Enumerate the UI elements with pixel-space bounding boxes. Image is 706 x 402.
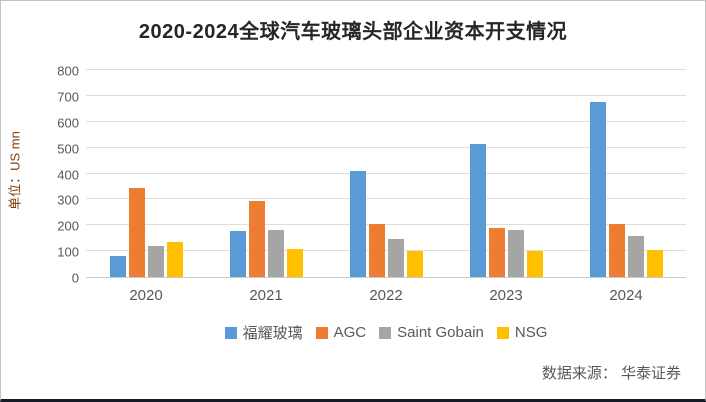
chart-title: 2020-2024全球汽车玻璃头部企业资本开支情况 xyxy=(138,21,568,43)
x-label-2020: 2020 xyxy=(129,287,163,304)
y-tick-400: 400 xyxy=(57,167,79,182)
bar-AGC-2024 xyxy=(608,223,625,277)
source-text: 数据来源： 华泰证券 xyxy=(541,365,681,382)
legend-marker-icon xyxy=(224,326,237,339)
y-tick-500: 500 xyxy=(57,141,79,157)
bar-AGC-2021 xyxy=(248,201,265,277)
bar-NSG-2021 xyxy=(286,248,303,277)
legend-marker-icon xyxy=(315,326,328,339)
bar-福耀玻璃-2021 xyxy=(229,230,246,277)
y-tick-800: 800 xyxy=(57,63,79,79)
legend-label: AGC xyxy=(333,324,367,341)
legend-item-AGC: AGC xyxy=(315,324,367,341)
bar-福耀玻璃-2024 xyxy=(589,101,606,277)
y-tick-600: 600 xyxy=(57,115,79,131)
bar-AGC-2023 xyxy=(488,227,505,277)
gridline-300 xyxy=(86,198,686,200)
y-axis-title: 单位：US mn xyxy=(7,131,23,210)
legend-marker-icon xyxy=(379,326,392,339)
legend-item-福耀玻璃: 福耀玻璃 xyxy=(224,322,303,343)
x-label-2021: 2021 xyxy=(249,287,283,304)
bar-福耀玻璃-2022 xyxy=(349,170,366,277)
y-tick-0: 0 xyxy=(71,270,79,286)
bar-group-2022 xyxy=(326,71,446,277)
bar-Saint Gobain-2022 xyxy=(387,238,404,277)
gridline-500 xyxy=(86,146,686,148)
gridline-600 xyxy=(86,120,686,122)
bar-group-2020 xyxy=(86,71,206,277)
gridline-200 xyxy=(86,224,686,226)
gridline-400 xyxy=(86,172,686,174)
y-tick-200: 200 xyxy=(57,218,79,234)
legend-label: 福耀玻璃 xyxy=(242,325,303,342)
x-label-2022: 2022 xyxy=(369,287,403,304)
bar-AGC-2022 xyxy=(368,223,385,277)
bar-group-2023 xyxy=(446,71,566,277)
gridline-800 xyxy=(86,69,686,70)
bar-Saint Gobain-2021 xyxy=(267,230,284,277)
bar-福耀玻璃-2020 xyxy=(109,256,126,277)
bar-Saint Gobain-2024 xyxy=(627,236,644,277)
bar-福耀玻璃-2023 xyxy=(469,144,486,277)
x-label-2023: 2023 xyxy=(489,287,523,304)
bar-group-2021 xyxy=(206,71,326,277)
plot-area xyxy=(86,69,686,278)
gridline-100 xyxy=(86,250,686,252)
bar-group-2024 xyxy=(566,71,686,277)
bar-AGC-2020 xyxy=(128,188,145,277)
legend-item-NSG: NSG xyxy=(496,324,548,341)
bar-NSG-2024 xyxy=(646,249,663,277)
y-tick-700: 700 xyxy=(57,89,79,105)
bar-Saint Gobain-2020 xyxy=(147,245,164,277)
bar-Saint Gobain-2023 xyxy=(507,230,524,277)
legend-label: Saint Gobain xyxy=(397,324,484,341)
bar-NSG-2020 xyxy=(166,242,183,277)
legend-label: NSG xyxy=(514,324,548,341)
gridline-700 xyxy=(86,94,686,96)
bar-NSG-2022 xyxy=(406,251,423,277)
bar-NSG-2023 xyxy=(526,251,543,277)
legend: 福耀玻璃 AGC Saint Gobain NSG xyxy=(86,322,686,343)
legend-item-Saint Gobain: Saint Gobain xyxy=(379,324,484,341)
legend-marker-icon xyxy=(496,326,509,339)
x-label-2024: 2024 xyxy=(609,287,643,304)
y-tick-100: 100 xyxy=(57,244,79,260)
y-tick-300: 300 xyxy=(57,192,79,208)
